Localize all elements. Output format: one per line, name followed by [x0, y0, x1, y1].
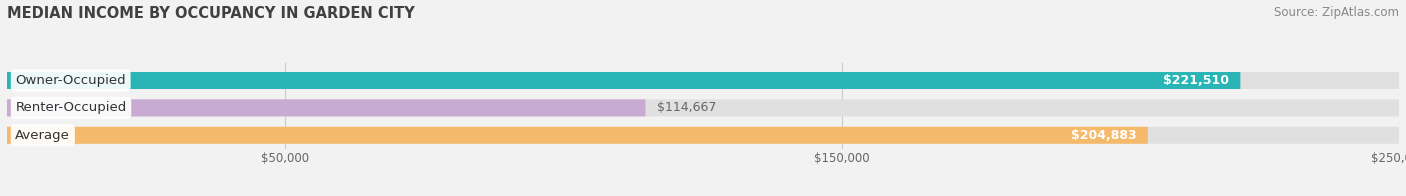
Text: Average: Average [15, 129, 70, 142]
Text: Source: ZipAtlas.com: Source: ZipAtlas.com [1274, 6, 1399, 19]
Text: $114,667: $114,667 [657, 101, 716, 114]
Text: $204,883: $204,883 [1071, 129, 1136, 142]
FancyBboxPatch shape [7, 72, 1240, 89]
FancyBboxPatch shape [7, 127, 1399, 144]
Text: Renter-Occupied: Renter-Occupied [15, 101, 127, 114]
FancyBboxPatch shape [7, 72, 1399, 89]
FancyBboxPatch shape [7, 99, 645, 116]
Text: MEDIAN INCOME BY OCCUPANCY IN GARDEN CITY: MEDIAN INCOME BY OCCUPANCY IN GARDEN CIT… [7, 6, 415, 21]
FancyBboxPatch shape [7, 99, 1399, 116]
FancyBboxPatch shape [7, 127, 1147, 144]
Text: Owner-Occupied: Owner-Occupied [15, 74, 127, 87]
Text: $221,510: $221,510 [1163, 74, 1229, 87]
